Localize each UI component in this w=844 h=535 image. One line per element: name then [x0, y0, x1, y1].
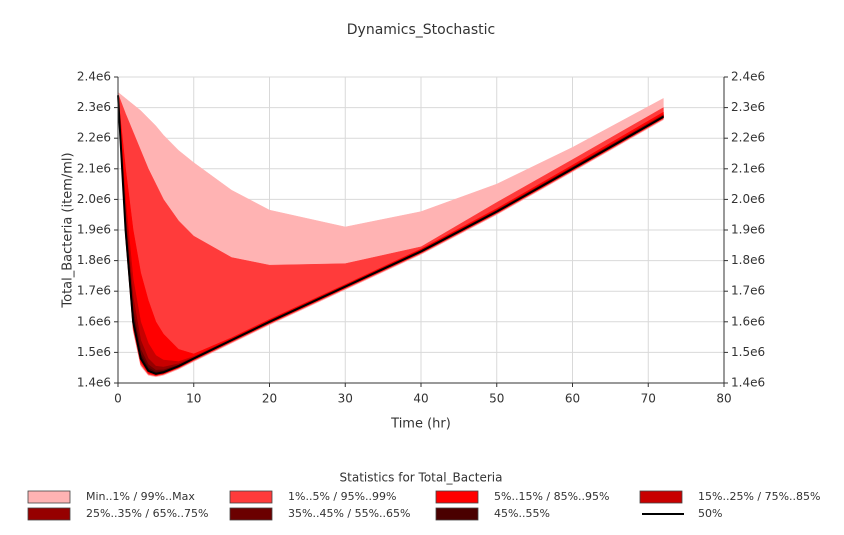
- chart-title: Dynamics_Stochastic: [347, 22, 496, 38]
- y2-tick-label: 2.1e6: [731, 161, 765, 175]
- y2-tick-label: 1.5e6: [731, 345, 765, 359]
- y2-tick-label: 1.9e6: [731, 223, 765, 237]
- legend-label: 45%..55%: [494, 507, 550, 520]
- y2-tick-label: 1.6e6: [731, 314, 765, 328]
- legend-label: 1%..5% / 95%..99%: [288, 490, 397, 503]
- y2-tick-label: 2.2e6: [731, 131, 765, 145]
- y-tick-label: 1.5e6: [77, 345, 111, 359]
- legend-label: 35%..45% / 55%..65%: [288, 507, 410, 520]
- x-axis-label: Time (hr): [390, 417, 451, 432]
- x-tick-label: 50: [489, 392, 504, 406]
- legend-swatch: [27, 490, 71, 504]
- x-tick-label: 30: [338, 392, 353, 406]
- y-tick-label: 2.1e6: [77, 161, 111, 175]
- y2-tick-label: 1.8e6: [731, 253, 765, 267]
- y-axis-label: Total_Bacteria (item/ml): [61, 152, 76, 308]
- band: [117, 93, 664, 377]
- y-tick-label: 2.2e6: [77, 131, 111, 145]
- legend-swatch: [229, 490, 273, 504]
- legend-swatch: [639, 490, 683, 504]
- y-tick-label: 1.8e6: [77, 253, 111, 267]
- y-tick-label: 1.4e6: [77, 376, 111, 390]
- y-tick-label: 1.9e6: [77, 223, 111, 237]
- y-tick-label: 2.3e6: [77, 100, 111, 114]
- y-tick-label: 1.6e6: [77, 314, 111, 328]
- legend-label: 5%..15% / 85%..95%: [494, 490, 609, 503]
- y-tick-label: 1.7e6: [77, 284, 111, 298]
- y-tick-label: 2.4e6: [77, 70, 111, 84]
- x-tick-label: 10: [186, 392, 201, 406]
- x-tick-label: 20: [262, 392, 277, 406]
- y-tick-label: 2.0e6: [77, 192, 111, 206]
- y2-tick-label: 2.4e6: [731, 70, 765, 84]
- legend-label: Min..1% / 99%..Max: [86, 490, 195, 503]
- legend-swatch: [27, 507, 71, 521]
- y2-tick-label: 2.3e6: [731, 100, 765, 114]
- x-tick-label: 80: [716, 392, 731, 406]
- x-tick-label: 70: [641, 392, 656, 406]
- legend-swatch: [229, 507, 273, 521]
- legend-title: Statistics for Total_Bacteria: [340, 471, 503, 485]
- band: [117, 95, 664, 376]
- y2-tick-label: 2.0e6: [731, 192, 765, 206]
- legend-label: 15%..25% / 75%..85%: [698, 490, 820, 503]
- legend-label: 25%..35% / 65%..75%: [86, 507, 208, 520]
- legend-swatch: [435, 507, 479, 521]
- x-tick-label: 0: [114, 392, 122, 406]
- median-line: [117, 95, 664, 375]
- x-tick-label: 60: [565, 392, 580, 406]
- y2-tick-label: 1.7e6: [731, 284, 765, 298]
- legend-label: 50%: [698, 507, 722, 520]
- y2-tick-label: 1.4e6: [731, 376, 765, 390]
- legend-swatch: [435, 490, 479, 504]
- x-tick-label: 40: [413, 392, 428, 406]
